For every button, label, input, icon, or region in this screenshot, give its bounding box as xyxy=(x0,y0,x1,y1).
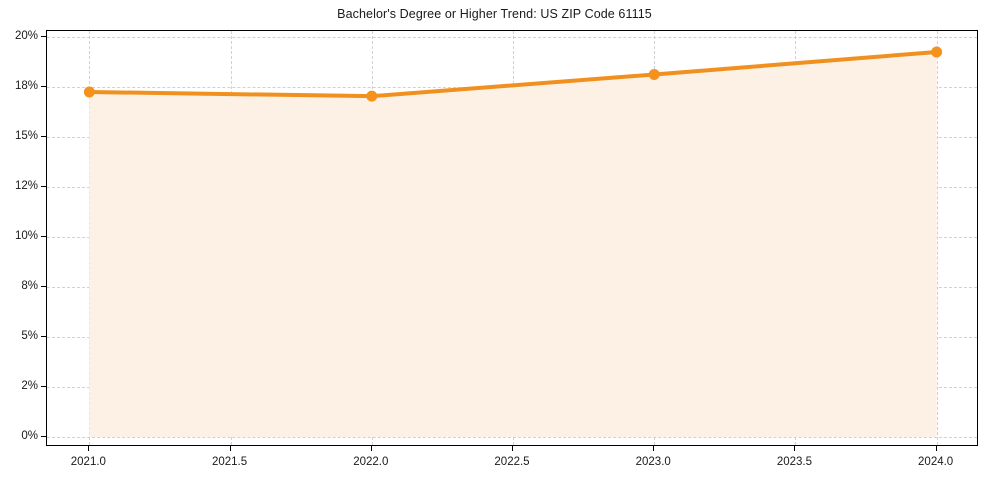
x-axis-tick-mark xyxy=(653,446,655,451)
x-axis-tick-mark xyxy=(935,446,937,451)
data-point-marker xyxy=(366,90,378,102)
x-axis-tick-label: 2021.0 xyxy=(70,456,106,468)
x-axis-tick-label: 2023.0 xyxy=(635,456,671,468)
y-axis-tick-label: 0% xyxy=(21,430,38,442)
x-axis-tick-label: 2021.5 xyxy=(211,456,248,468)
x-axis-tick-label: 2022.0 xyxy=(353,456,389,468)
y-axis-tick-label: 15% xyxy=(14,130,38,142)
y-axis-tick-mark xyxy=(41,436,46,437)
y-axis-tick-mark xyxy=(41,386,46,387)
y-axis-tick-mark xyxy=(41,236,46,237)
series-overlay xyxy=(83,46,943,437)
y-axis-tick-label: 2% xyxy=(21,380,38,392)
gridline-horizontal xyxy=(47,437,977,438)
y-axis-tick-label: 20% xyxy=(14,30,38,42)
data-point-markers xyxy=(83,46,943,102)
y-axis-tick-mark xyxy=(41,136,46,137)
gridline-horizontal xyxy=(47,37,977,38)
gridline-vertical xyxy=(936,31,938,445)
area-fill-path xyxy=(89,52,937,437)
x-axis-tick-mark xyxy=(512,446,513,451)
y-axis-tick-label: 10% xyxy=(14,230,38,242)
y-axis-tick-mark xyxy=(41,186,46,187)
y-axis-tick-mark xyxy=(41,286,46,287)
y-axis-tick-label: 18% xyxy=(14,80,38,92)
data-point-marker xyxy=(931,46,943,58)
x-axis-tick-mark xyxy=(88,446,90,451)
x-axis-tick-label: 2022.5 xyxy=(494,456,530,468)
x-axis-tick-mark xyxy=(794,446,796,451)
plot-area xyxy=(46,30,978,446)
x-axis-tick-label: 2023.5 xyxy=(776,456,813,468)
chart-title: Bachelor's Degree or Higher Trend: US ZI… xyxy=(337,7,652,21)
y-axis-tick-mark xyxy=(41,86,46,87)
x-axis-tick-mark xyxy=(229,446,231,451)
data-point-marker xyxy=(648,69,660,80)
data-point-marker xyxy=(83,86,95,98)
y-axis-tick-mark xyxy=(41,336,46,337)
x-axis-tick-mark xyxy=(370,446,372,451)
y-axis-tick-label: 12% xyxy=(14,180,38,192)
x-axis-tick-label: 2024.0 xyxy=(918,456,954,468)
series-line-path xyxy=(87,50,939,99)
y-axis-tick-label: 8% xyxy=(21,280,38,292)
y-axis-tick-mark xyxy=(41,36,46,37)
y-axis-tick-label: 5% xyxy=(21,330,38,342)
